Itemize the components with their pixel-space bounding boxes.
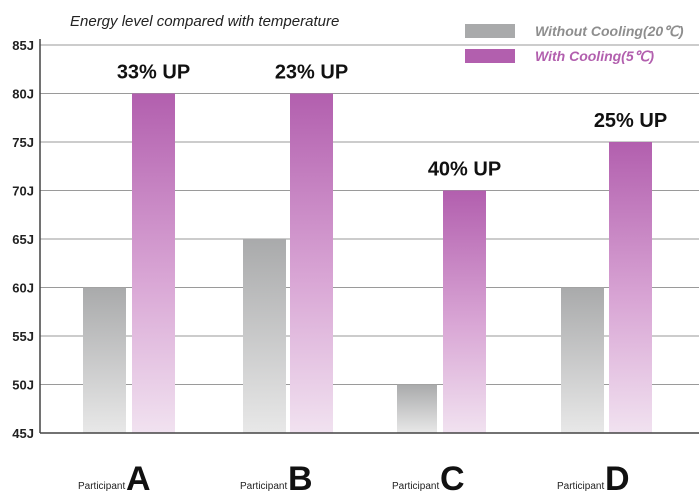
- legend-label-with-cooling: With Cooling(5℃): [535, 48, 654, 64]
- bars: [83, 93, 652, 433]
- y-tick-label: 60J: [12, 281, 34, 296]
- chart-subtitle: Energy level compared with temperature: [70, 13, 339, 30]
- annotations: 33% UP 23% UP 40% UP 25% UP: [117, 62, 667, 181]
- bar-with-cooling-a: [132, 93, 175, 433]
- increase-annotation: 33% UP: [117, 62, 190, 84]
- bar-with-cooling-c: [443, 190, 486, 433]
- y-tick-label: 80J: [12, 87, 34, 102]
- bar-without-cooling-d: [561, 287, 604, 433]
- y-tick-label: 50J: [12, 378, 34, 393]
- bar-without-cooling-a: [83, 287, 126, 433]
- bar-without-cooling-c: [397, 384, 437, 433]
- bar-with-cooling-d: [609, 142, 652, 433]
- category-prefix-label: Participant: [240, 481, 287, 492]
- legend-swatch-with-cooling: [465, 49, 515, 63]
- increase-annotation: 40% UP: [428, 159, 501, 181]
- legend-label-without-cooling: Without Cooling(20℃): [535, 23, 684, 39]
- category-prefix-label: Participant: [557, 481, 604, 492]
- y-tick-label: 55J: [12, 329, 34, 344]
- y-axis-ticks: 45J 50J 55J 60J 65J 70J 75J 80J 85J: [12, 38, 34, 441]
- legend: Without Cooling(20℃) With Cooling(5℃): [465, 23, 684, 64]
- category-prefix-label: Participant: [392, 481, 439, 492]
- category-label: B: [288, 460, 313, 492]
- y-tick-label: 70J: [12, 184, 34, 199]
- y-tick-label: 85J: [12, 38, 34, 53]
- x-axis-categories: Participant A Participant B Participant C Part…: [78, 460, 630, 492]
- y-tick-label: 65J: [12, 232, 34, 247]
- category-label: C: [440, 460, 465, 492]
- y-tick-label: 75J: [12, 135, 34, 150]
- category-prefix-label: Participant: [78, 481, 125, 492]
- bar-with-cooling-b: [290, 93, 333, 433]
- category-label: A: [126, 460, 151, 492]
- increase-annotation: 25% UP: [594, 110, 667, 132]
- category-label: D: [605, 460, 630, 492]
- y-tick-label: 45J: [12, 426, 34, 441]
- increase-annotation: 23% UP: [275, 62, 348, 84]
- legend-swatch-without-cooling: [465, 24, 515, 38]
- bar-without-cooling-b: [243, 239, 286, 433]
